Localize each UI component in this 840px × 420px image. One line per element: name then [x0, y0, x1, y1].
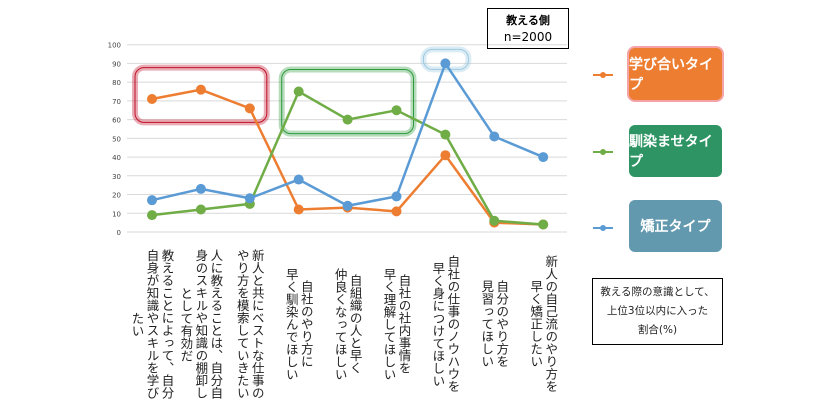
y-tick-label: 70	[112, 98, 121, 106]
x-tick-label: 人に教えることは、自分自 身のスキルや知識の棚卸し として有効だ	[178, 240, 223, 408]
data-point	[342, 200, 353, 211]
y-tick-label: 10	[112, 210, 121, 218]
x-tick-label-line: 自社のやり方に	[298, 280, 314, 368]
x-tick-label-line: 人に教えることは、自分自	[208, 249, 224, 399]
highlight-box	[281, 69, 415, 135]
data-point	[538, 219, 549, 230]
x-tick-label-line: たい	[129, 311, 145, 337]
legend-label: 矯正タイプ	[640, 219, 711, 235]
x-tick-label-line: 自組織の人と早く	[347, 274, 363, 374]
data-point	[342, 114, 353, 125]
data-point	[391, 191, 402, 202]
data-point	[293, 86, 304, 97]
x-tick-label-line: 自社の社内事情を	[396, 274, 412, 374]
data-point	[440, 129, 451, 140]
note-line: 教える際の意識として、	[600, 286, 715, 298]
data-point	[195, 183, 206, 194]
sample-size: n=2000	[503, 30, 553, 44]
x-tick-label-line: 教えることによって、自分	[159, 249, 175, 399]
data-point	[195, 84, 206, 95]
data-point	[244, 103, 255, 114]
x-tick-label-line: 新人と共にベストな仕事の	[249, 249, 265, 399]
data-point	[489, 215, 500, 226]
x-tick-label-line: やり方を模索していきたい	[234, 249, 250, 399]
legend-marker	[600, 225, 606, 231]
x-tick-label: 自社の仕事のノウハウを 早く身につけてほしい	[430, 240, 460, 408]
respondent-label: 教える側	[506, 14, 550, 27]
data-point	[293, 204, 304, 215]
data-point	[244, 193, 255, 204]
legend-label: 馴染ませタイプ	[629, 134, 713, 170]
data-point	[538, 152, 549, 163]
highlight-box	[422, 48, 469, 70]
y-tick-label: 60	[112, 117, 121, 125]
data-point	[489, 131, 500, 142]
x-tick-label-line: として有効だ	[178, 286, 194, 362]
x-tick-label-line: 自身が知識やスキルを学び	[144, 249, 160, 399]
data-point	[147, 94, 157, 105]
y-tick-label: 100	[108, 42, 121, 50]
legend-marker	[600, 149, 606, 155]
data-point	[293, 174, 304, 185]
x-tick-label-line: 自分のやり方を	[494, 280, 510, 368]
data-point	[147, 195, 157, 206]
x-tick-label: 自社のやり方に 早く馴染んでほしい	[284, 240, 314, 408]
x-tick-label-line: 身のスキルや知識の棚卸し	[193, 249, 209, 399]
y-tick-label: 40	[112, 154, 121, 162]
x-tick-label-line: 新人の自己流のやり方を	[543, 255, 559, 393]
legend-najimase: 馴染ませタイプ	[629, 125, 722, 177]
x-tick-label-line: 見習ってほしい	[479, 280, 495, 368]
x-tick-label: 自組織の人と早く 仲良くなってほしい	[333, 240, 363, 408]
data-point	[440, 150, 451, 161]
y-tick-label: 20	[112, 192, 121, 200]
x-tick-label: 自分のやり方を 見習ってほしい	[479, 240, 509, 408]
x-tick-label: 教えることによって、自分 自身が知識やスキルを学び たい	[130, 240, 175, 408]
legend-marker	[600, 72, 606, 78]
note-line: 割合(%)	[637, 324, 678, 336]
x-tick-label-line: 早く身につけてほしい	[430, 261, 446, 387]
y-tick-label: 0	[117, 229, 121, 237]
data-point	[391, 105, 402, 116]
x-tick-label: 自社の社内事情を 早く理解してほしい	[382, 240, 412, 408]
x-tick-label-line: 仲良くなってほしい	[332, 267, 348, 381]
x-tick-label-line: 早く矯正したい	[528, 280, 544, 368]
data-point	[195, 204, 206, 215]
x-tick-label: 新人の自己流のやり方を 早く矯正したい	[528, 240, 558, 408]
note-line: 上位3位以内に入った	[606, 305, 709, 317]
x-tick-label-line: 早く馴染んでほしい	[283, 267, 299, 381]
y-tick-label: 90	[112, 60, 121, 68]
x-tick-label: 新人と共にベストな仕事の やり方を模索していきたい	[235, 240, 265, 408]
x-tick-label-line: 自社の仕事のノウハウを	[445, 255, 461, 393]
data-point	[391, 206, 402, 217]
legend-manabiai: 学び合いタイプ	[629, 48, 722, 100]
note-box: 教える際の意識として、 上位3位以内に入った 割合(%)	[592, 278, 723, 345]
legend-label: 学び合いタイプ	[629, 57, 713, 93]
x-tick-label-line: 早く理解してほしい	[381, 267, 397, 381]
y-tick-label: 30	[112, 173, 121, 181]
legend-kyosei: 矯正タイプ	[629, 200, 722, 252]
y-tick-label: 50	[112, 135, 121, 143]
data-point	[147, 210, 157, 221]
y-tick-label: 80	[112, 79, 121, 87]
highlight-box	[134, 67, 268, 123]
sample-size-box: 教える側 n=2000	[487, 8, 569, 49]
data-point	[440, 58, 451, 69]
